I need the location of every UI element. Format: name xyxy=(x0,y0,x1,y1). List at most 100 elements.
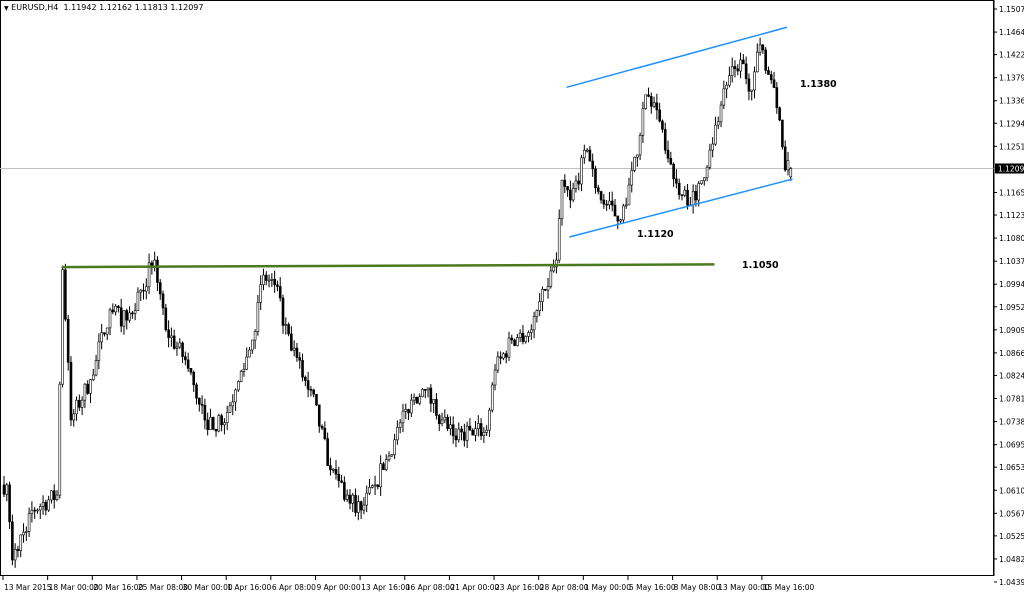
candle-up xyxy=(393,439,396,455)
candle-up xyxy=(223,422,226,426)
candle-up xyxy=(722,88,726,106)
price-tick-label: 1.05250 xyxy=(999,532,1024,541)
candle-up xyxy=(262,274,265,285)
candle-up xyxy=(36,509,39,512)
candle-down xyxy=(767,69,770,75)
candle-down xyxy=(354,494,357,513)
candle-down xyxy=(499,356,502,359)
candle-down xyxy=(198,397,201,405)
candle-up xyxy=(267,279,271,282)
candle-up xyxy=(370,485,374,488)
candle-up xyxy=(474,428,477,436)
price-tick-label: 1.15070 xyxy=(999,5,1024,14)
candle-up xyxy=(91,374,95,381)
candle-up xyxy=(476,423,480,430)
support-label: 1.1050 xyxy=(742,260,779,271)
candle-down xyxy=(591,160,594,170)
candle-down xyxy=(298,357,302,361)
candle-down xyxy=(649,96,653,107)
candle-up xyxy=(345,494,349,500)
candle-up xyxy=(19,534,23,551)
candle-up xyxy=(546,285,550,291)
candle-up xyxy=(488,409,491,431)
price-tick-label: 1.14220 xyxy=(999,51,1024,60)
candle-up xyxy=(72,413,76,421)
candle-down xyxy=(783,146,787,171)
candle-down xyxy=(164,307,168,331)
candle-up xyxy=(83,383,87,401)
candle-down xyxy=(602,199,606,205)
trend-lines: 1.1050 1.1380 1.1120 xyxy=(61,26,837,271)
candle-up xyxy=(284,324,288,326)
candle-down xyxy=(661,120,664,130)
candle-down xyxy=(563,179,567,187)
candle-down xyxy=(206,419,209,430)
candle-up xyxy=(697,183,701,201)
price-tick-label: 1.05670 xyxy=(999,509,1024,518)
candle-down xyxy=(192,372,196,386)
candle-down xyxy=(156,259,159,283)
candle-up xyxy=(482,432,486,436)
candle-down xyxy=(521,332,525,343)
candle-down xyxy=(742,59,745,65)
candle-down xyxy=(195,384,198,399)
candle-up xyxy=(440,419,444,425)
price-tick-label: 1.06100 xyxy=(999,486,1024,495)
candles xyxy=(2,37,793,568)
candle-up xyxy=(245,356,249,370)
price-tick-label: 1.10370 xyxy=(999,257,1024,266)
candle-up xyxy=(702,177,706,181)
candle-up xyxy=(390,454,394,457)
time-tick-label: 23 Apr 16:00 xyxy=(495,583,544,592)
candle-down xyxy=(613,204,617,217)
candle-up xyxy=(758,44,762,53)
candle-down xyxy=(312,389,315,395)
candle-down xyxy=(513,339,516,346)
candle-up xyxy=(524,336,528,343)
price-tick-label: 1.09090 xyxy=(999,326,1024,335)
candle-up xyxy=(398,422,402,428)
candle-up xyxy=(89,379,92,394)
candle-up xyxy=(644,94,648,109)
candle-up xyxy=(516,337,519,346)
candle-up xyxy=(485,429,488,433)
candle-up xyxy=(527,332,530,337)
candle-up xyxy=(443,416,447,421)
chart-header: ▼ EURUSD,H4 1.11942 1.12162 1.11813 1.12… xyxy=(4,3,204,12)
candle-down xyxy=(167,329,170,338)
candle-up xyxy=(583,149,586,159)
triangle-down-icon[interactable]: ▼ xyxy=(4,5,9,12)
candle-down xyxy=(663,129,667,151)
candle-down xyxy=(306,380,310,390)
time-tick-label: 21 Apr 00:00 xyxy=(450,583,499,592)
candle-down xyxy=(290,333,293,351)
candle-up xyxy=(362,504,366,511)
candle-down xyxy=(264,274,268,281)
candle-up xyxy=(25,531,28,533)
candle-down xyxy=(686,189,689,206)
time-tick-label: 16 Apr 08:00 xyxy=(406,583,455,592)
candle-down xyxy=(125,310,129,321)
candle-up xyxy=(175,346,179,349)
candle-down xyxy=(454,435,458,441)
candle-up xyxy=(708,149,712,168)
candle-up xyxy=(755,51,759,73)
candle-down xyxy=(610,200,614,206)
candle-up xyxy=(100,332,103,343)
price-tick-label: 1.14640 xyxy=(999,28,1024,37)
candle-up xyxy=(728,75,731,86)
candle-up xyxy=(256,302,260,332)
candle-up xyxy=(622,205,625,221)
price-axis[interactable]: 1.15070 1.14640 1.14220 1.13790 1.13360 1.129… xyxy=(993,0,1024,587)
candle-up xyxy=(94,360,98,376)
price-tick-label: 1.13790 xyxy=(999,74,1024,83)
candle-up xyxy=(502,353,505,359)
candle-up xyxy=(541,289,544,302)
candle-up xyxy=(421,389,424,398)
candle-up xyxy=(50,490,53,501)
candle-up xyxy=(58,383,62,496)
candle-up xyxy=(225,412,229,423)
candle-down xyxy=(382,463,385,471)
